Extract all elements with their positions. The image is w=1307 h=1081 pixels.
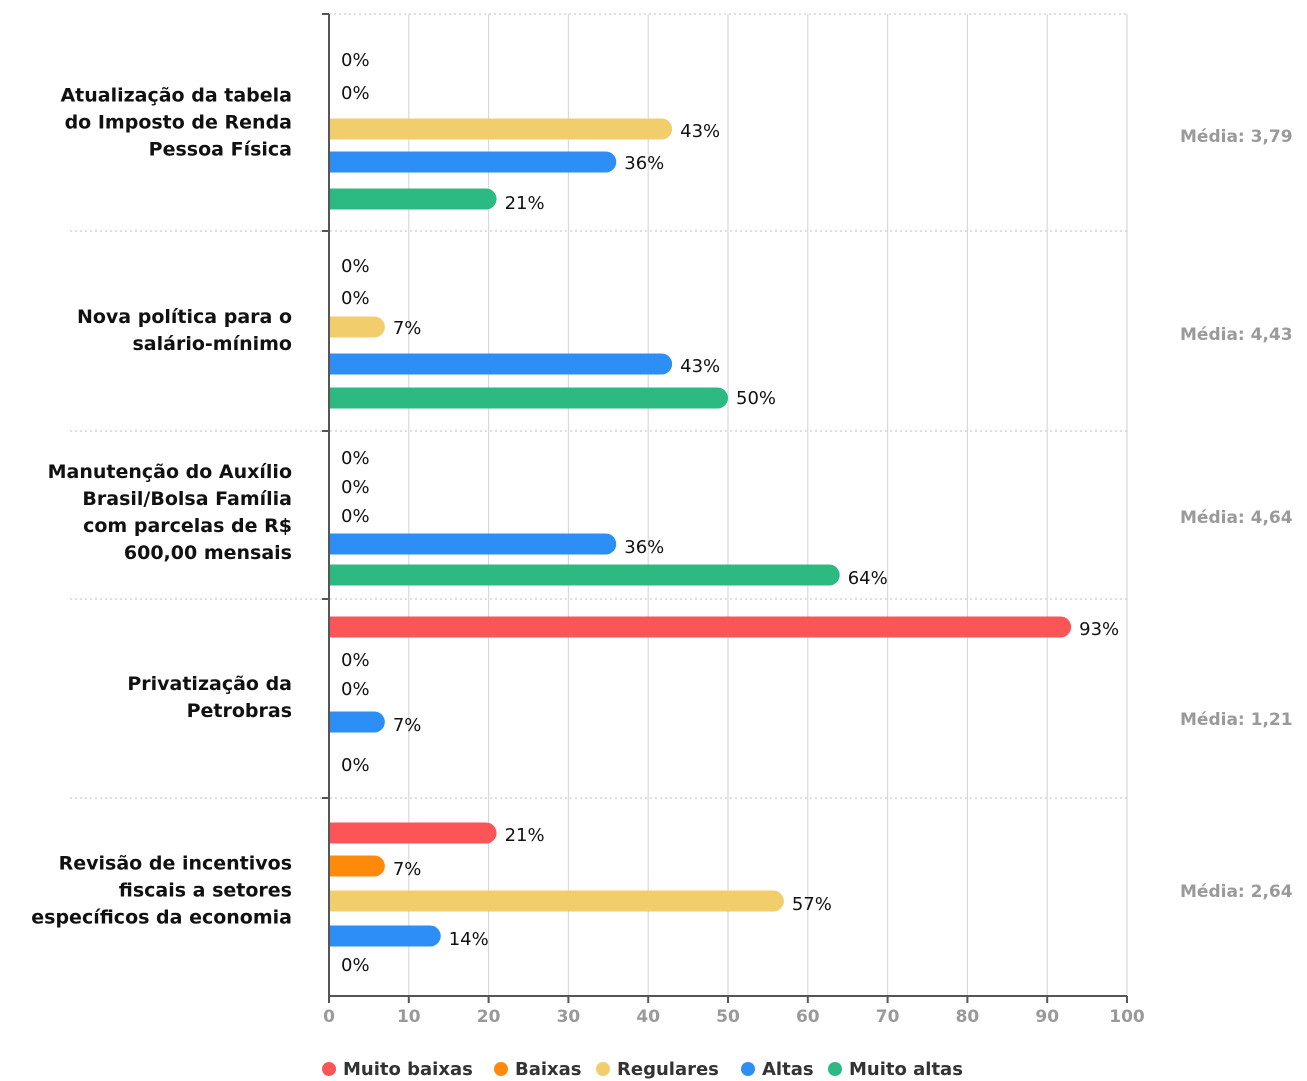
- bar-base: [329, 387, 350, 409]
- x-tick-label: 60: [796, 1007, 820, 1027]
- x-tick-label: 40: [636, 1007, 660, 1027]
- category-label: Pessoa Física: [149, 139, 292, 161]
- category-label: Manutenção do Auxílio: [48, 461, 292, 483]
- data-label: 0%: [341, 477, 370, 498]
- data-label: 36%: [624, 537, 664, 558]
- category-label: com parcelas de R$: [83, 515, 292, 537]
- x-tick-label: 100: [1109, 1007, 1145, 1027]
- x-tick-label: 50: [716, 1007, 740, 1027]
- average-label: Média: 4,43: [1180, 325, 1293, 345]
- legend-marker: [596, 1062, 610, 1076]
- bar: [329, 822, 497, 844]
- data-label: 21%: [505, 825, 545, 846]
- category-label: salário-mínimo: [133, 333, 293, 355]
- bar: [329, 564, 840, 586]
- legend-label: Baixas: [515, 1059, 582, 1080]
- legend-label: Regulares: [617, 1059, 719, 1080]
- data-label: 14%: [449, 929, 489, 950]
- category-label: fiscais a setores: [119, 880, 292, 902]
- data-label: 0%: [341, 256, 370, 277]
- data-label: 93%: [1079, 619, 1119, 640]
- data-label: 50%: [736, 388, 776, 409]
- data-label: 0%: [341, 955, 370, 976]
- average-label: Média: 1,21: [1180, 710, 1293, 730]
- category-label: Revisão de incentivos: [59, 853, 292, 875]
- legend-marker: [828, 1062, 842, 1076]
- data-label: 0%: [341, 755, 370, 776]
- bar-base: [329, 353, 350, 375]
- legend-label: Muito baixas: [343, 1059, 473, 1080]
- x-tick-label: 0: [323, 1007, 335, 1027]
- bar-base: [329, 925, 350, 947]
- bar: [329, 387, 728, 409]
- data-label: 0%: [341, 288, 370, 309]
- bar: [329, 616, 1072, 638]
- bar-base: [329, 188, 350, 210]
- x-tick-label: 70: [876, 1007, 900, 1027]
- category-label: Petrobras: [187, 700, 292, 722]
- bar-base: [329, 855, 350, 877]
- data-label: 57%: [792, 894, 832, 915]
- category-label: do Imposto de Renda: [65, 112, 292, 134]
- data-label: 0%: [341, 83, 370, 104]
- bar: [329, 890, 784, 912]
- bar-base: [329, 564, 350, 586]
- bar-base: [329, 533, 350, 555]
- category-label: 600,00 mensais: [124, 542, 292, 564]
- bar: [329, 353, 673, 375]
- bar: [329, 188, 497, 210]
- bar: [329, 151, 617, 173]
- bar-base: [329, 118, 350, 140]
- data-label: 0%: [341, 448, 370, 469]
- data-label: 7%: [393, 715, 422, 736]
- data-label: 0%: [341, 506, 370, 527]
- data-label: 0%: [341, 650, 370, 671]
- data-label: 0%: [341, 679, 370, 700]
- x-tick-label: 20: [477, 1007, 501, 1027]
- bar-base: [329, 711, 350, 733]
- bar-base: [329, 822, 350, 844]
- bar-base: [329, 151, 350, 173]
- category-label: específicos da economia: [31, 907, 292, 929]
- average-label: Média: 4,64: [1180, 508, 1293, 528]
- bar-base: [329, 890, 350, 912]
- data-label: 36%: [624, 153, 664, 174]
- data-label: 7%: [393, 318, 422, 339]
- category-label: Privatização da: [127, 673, 292, 695]
- bar-base: [329, 616, 350, 638]
- category-label: Atualização da tabela: [60, 85, 292, 107]
- x-tick-label: 30: [557, 1007, 581, 1027]
- x-tick-label: 10: [397, 1007, 421, 1027]
- data-label: 43%: [680, 356, 720, 377]
- average-label: Média: 3,79: [1180, 127, 1293, 147]
- category-label: Nova política para o: [77, 306, 292, 328]
- data-label: 0%: [341, 50, 370, 71]
- average-label: Média: 2,64: [1180, 882, 1293, 902]
- legend-marker: [741, 1062, 755, 1076]
- category-label: Brasil/Bolsa Família: [82, 488, 292, 510]
- legend-label: Muito altas: [849, 1059, 963, 1080]
- legend-marker: [322, 1062, 336, 1076]
- bar-base: [329, 316, 350, 338]
- data-label: 21%: [505, 193, 545, 214]
- bar: [329, 533, 617, 555]
- legend-marker: [494, 1062, 508, 1076]
- bar: [329, 118, 673, 140]
- data-label: 64%: [848, 568, 888, 589]
- x-tick-label: 90: [1035, 1007, 1059, 1027]
- legend-label: Altas: [762, 1059, 814, 1080]
- x-tick-label: 80: [956, 1007, 980, 1027]
- bar: [329, 925, 441, 947]
- data-label: 43%: [680, 121, 720, 142]
- data-label: 7%: [393, 859, 422, 880]
